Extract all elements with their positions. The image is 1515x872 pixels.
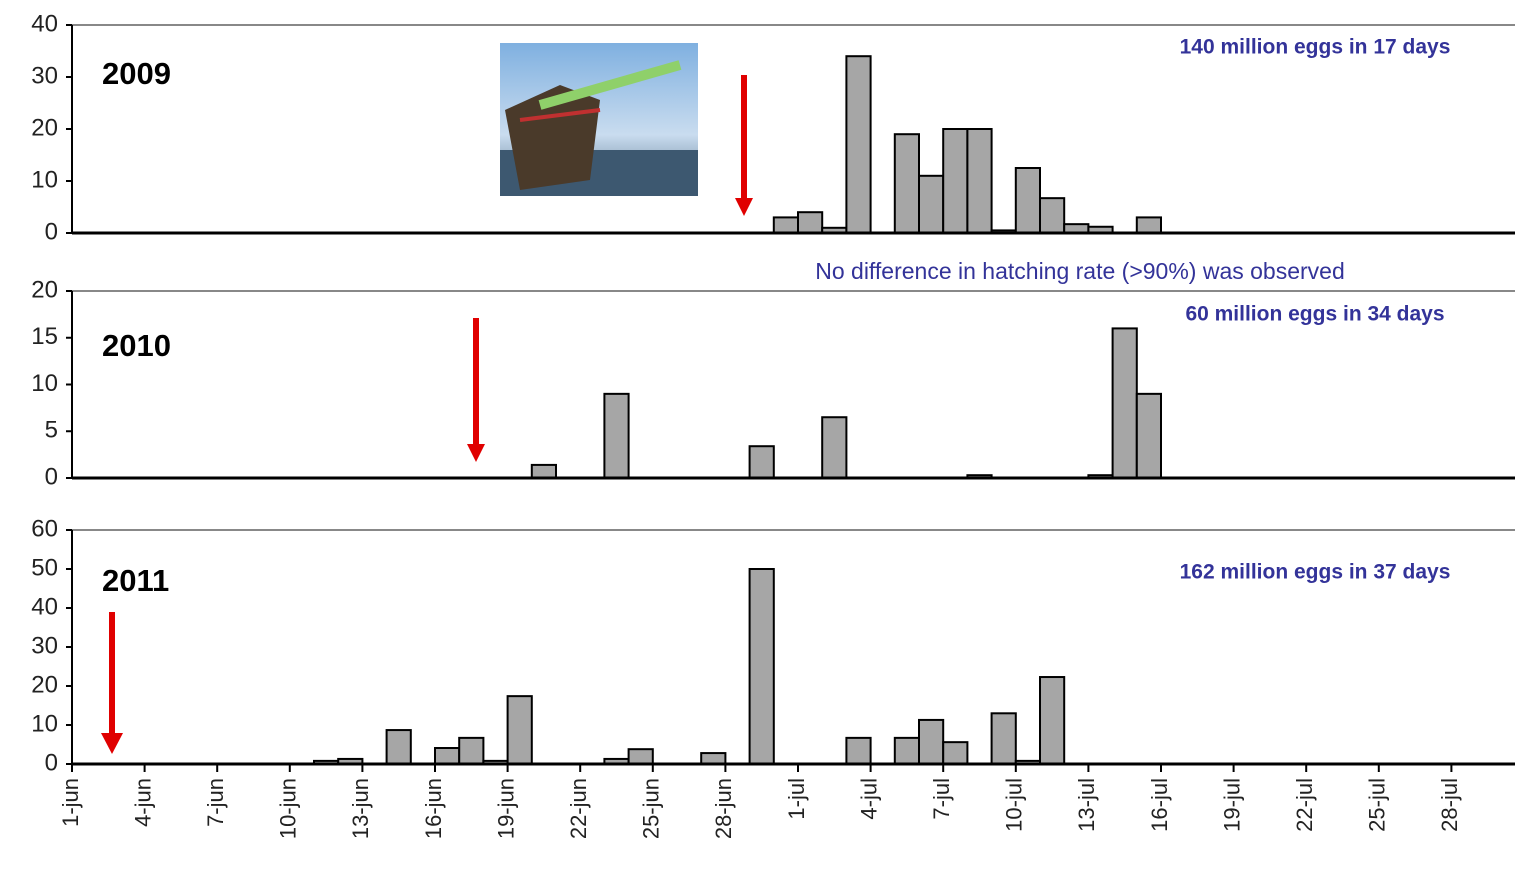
bar [943,742,967,764]
x-tick-label: 7-jun [203,778,228,827]
bar [822,417,846,478]
x-tick-label: 13-jun [348,778,373,839]
bar [846,738,870,764]
bar [919,720,943,764]
bar [1137,394,1161,478]
annotation: 162 million eggs in 37 days [1180,561,1451,584]
annotation: 140 million eggs in 17 days [1180,36,1451,59]
bar [846,56,870,233]
y-tick-label: 50 [31,554,58,581]
bar [1016,168,1040,233]
photo [500,43,698,196]
panel-title: 2009 [102,56,171,91]
bar [435,748,459,764]
bar [508,696,532,764]
y-tick-label: 40 [31,593,58,620]
bar [943,129,967,233]
bar [701,753,725,764]
bar [967,129,991,233]
panel-title: 2011 [102,563,169,598]
x-tick-label: 28-jul [1437,778,1462,832]
bar [774,217,798,233]
x-tick-label: 22-jun [566,778,591,839]
y-tick-label: 30 [31,62,58,89]
x-tick-label: 1-jun [58,778,83,827]
x-tick-label: 16-jul [1147,778,1172,832]
annotation: 60 million eggs in 34 days [1185,303,1444,326]
bar [532,465,556,478]
y-tick-label: 20 [31,276,58,303]
x-tick-label: 19-jun [493,778,518,839]
bar [387,730,411,764]
y-tick-label: 15 [31,323,58,350]
bar [798,212,822,233]
bar [459,738,483,764]
x-tick-label: 22-jul [1292,778,1317,832]
x-tick-label: 13-jul [1074,778,1099,832]
x-tick-label: 16-jun [421,778,446,839]
bar [895,134,919,233]
bar [1040,198,1064,233]
bar [1137,217,1161,233]
y-tick-label: 60 [31,515,58,542]
bar [1113,328,1137,478]
x-tick-label: 25-jun [639,778,664,839]
x-tick-label: 1-jul [784,778,809,820]
bar [750,446,774,478]
bar [919,176,943,233]
x-tick-label: 10-jul [1002,778,1027,832]
x-tick-label: 4-jun [130,778,155,827]
y-tick-label: 0 [45,749,58,776]
y-tick-label: 0 [45,218,58,245]
bar [992,713,1016,764]
y-tick-label: 20 [31,114,58,141]
x-tick-label: 19-jul [1219,778,1244,832]
y-tick-label: 10 [31,370,58,397]
y-tick-label: 10 [31,710,58,737]
chart: No difference in hatching rate (>90%) wa… [0,0,1515,867]
x-tick-label: 4-jul [856,778,881,820]
bar [604,394,628,478]
bar [1040,677,1064,764]
y-tick-label: 30 [31,632,58,659]
bar [629,749,653,764]
bar [750,569,774,764]
caption: No difference in hatching rate (>90%) wa… [815,258,1345,284]
y-tick-label: 20 [31,671,58,698]
panel-title: 2010 [102,328,171,363]
x-tick-label: 25-jul [1365,778,1390,832]
y-tick-label: 10 [31,166,58,193]
y-tick-label: 40 [31,10,58,37]
x-tick-label: 10-jun [276,778,301,839]
y-tick-label: 0 [45,463,58,490]
x-tick-label: 7-jul [929,778,954,820]
y-tick-label: 5 [45,417,58,444]
x-tick-label: 28-jun [711,778,736,839]
bar [895,738,919,764]
